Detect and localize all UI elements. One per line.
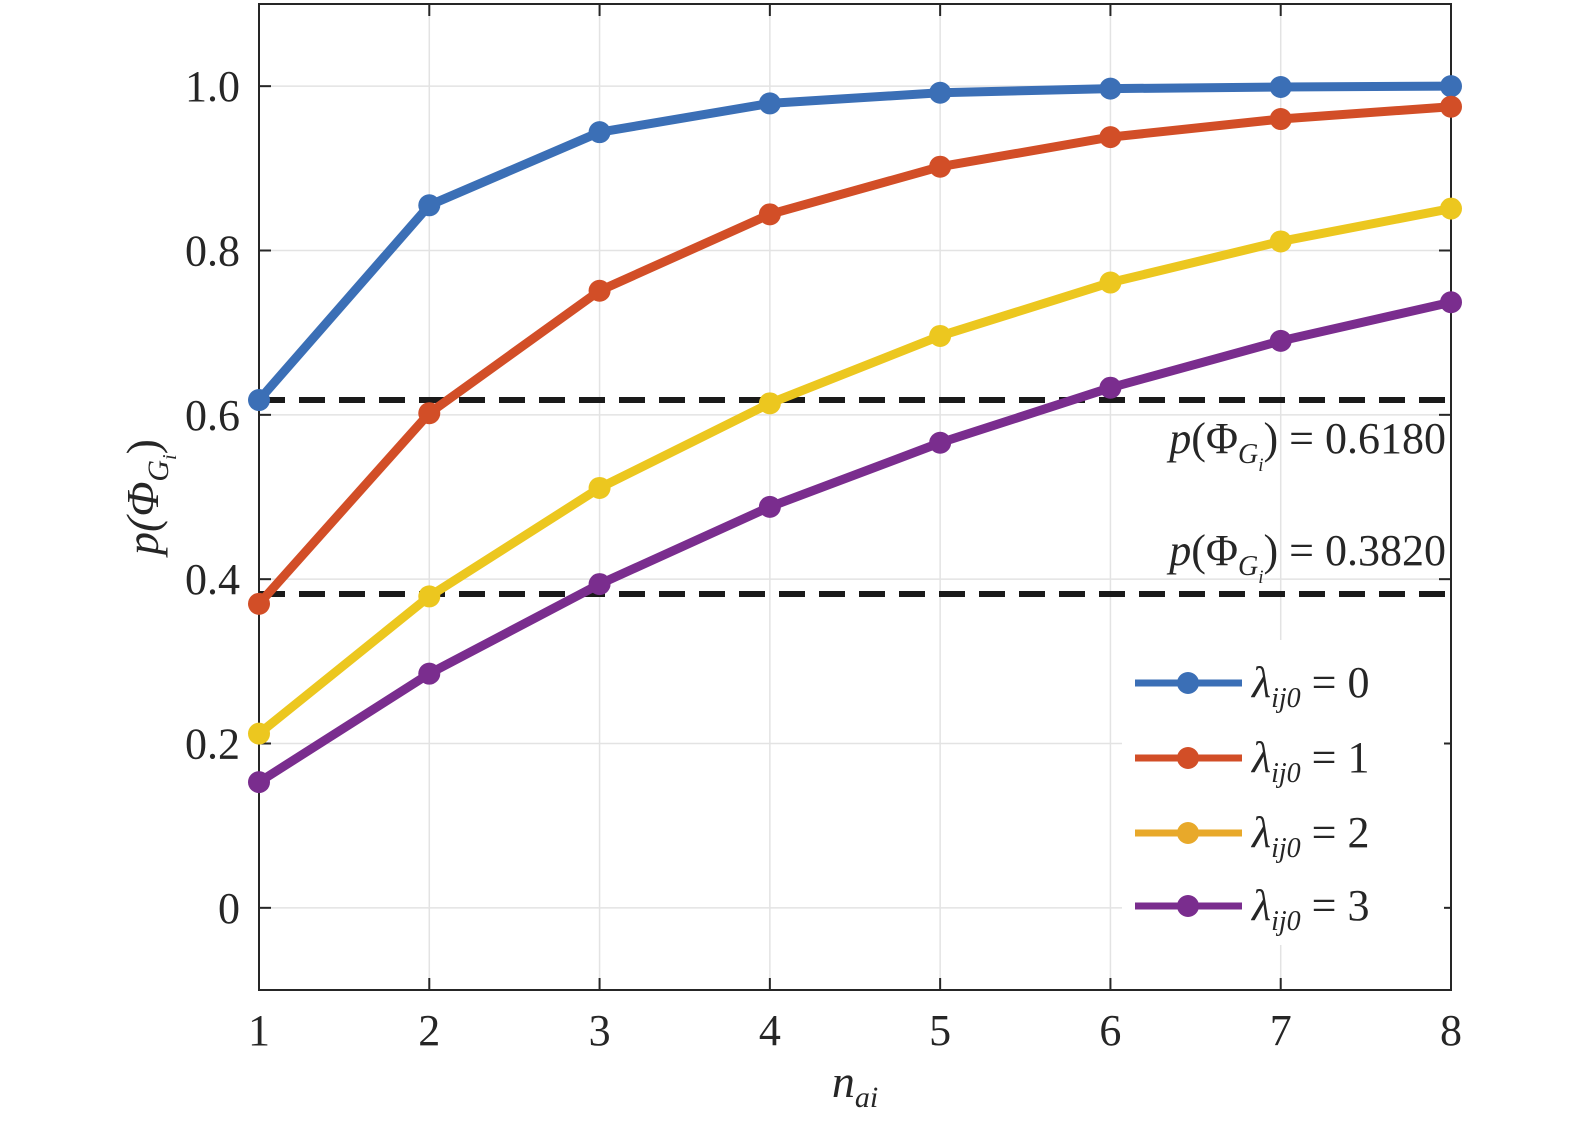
legend-swatch-marker bbox=[1177, 895, 1199, 917]
reference-line-label: p(ΦGi) = 0.3820 bbox=[1166, 526, 1446, 588]
data-point bbox=[418, 662, 441, 685]
data-point bbox=[1099, 126, 1122, 149]
series-line bbox=[254, 81, 1456, 405]
legend-swatch-marker bbox=[1177, 747, 1199, 769]
x-tick-label: 7 bbox=[1270, 1006, 1292, 1055]
series-line bbox=[254, 297, 1456, 787]
legend-label: λij0 = 0 bbox=[1250, 658, 1369, 714]
y-tick-label: 0.2 bbox=[185, 720, 240, 769]
data-series bbox=[248, 75, 1462, 794]
x-tick-label: 4 bbox=[759, 1006, 781, 1055]
legend-label: λij0 = 3 bbox=[1250, 881, 1369, 937]
data-point bbox=[1269, 75, 1292, 98]
x-tick-label: 8 bbox=[1440, 1006, 1462, 1055]
y-axis-label: p(ΦGi) bbox=[117, 439, 181, 558]
data-point bbox=[418, 402, 441, 425]
series-group bbox=[248, 291, 1462, 794]
data-point bbox=[758, 392, 781, 415]
data-point bbox=[418, 585, 441, 608]
legend-swatch-marker bbox=[1177, 822, 1199, 844]
legend-swatch-marker bbox=[1177, 672, 1199, 694]
data-point bbox=[588, 476, 611, 499]
data-point bbox=[1269, 329, 1292, 352]
legend-box bbox=[1122, 640, 1444, 945]
legend-label: λij0 = 1 bbox=[1250, 733, 1369, 789]
series-line bbox=[254, 204, 1456, 739]
x-axis-label: nai bbox=[832, 1056, 878, 1114]
x-tick-label: 6 bbox=[1099, 1006, 1121, 1055]
data-point bbox=[588, 121, 611, 144]
data-point bbox=[1440, 291, 1462, 314]
x-tick-label: 3 bbox=[589, 1006, 611, 1055]
data-point bbox=[758, 203, 781, 226]
data-point bbox=[248, 389, 270, 412]
x-tick-label: 2 bbox=[418, 1006, 440, 1055]
data-point bbox=[1099, 77, 1122, 100]
y-tick-label: 0.4 bbox=[185, 555, 240, 604]
data-point bbox=[248, 592, 270, 615]
data-point bbox=[758, 92, 781, 115]
legend: λij0 = 0 λij0 = 1 λij0 = 2 λij0 = 3 bbox=[1122, 640, 1444, 945]
data-point bbox=[929, 81, 952, 104]
reference-line-label: p(ΦGi) = 0.6180 bbox=[1166, 414, 1446, 476]
data-point bbox=[1440, 95, 1462, 118]
data-point bbox=[418, 194, 441, 217]
x-tick-label: 1 bbox=[248, 1006, 270, 1055]
data-point bbox=[929, 324, 952, 347]
data-point bbox=[1099, 271, 1122, 294]
y-tick-label: 0 bbox=[218, 884, 240, 933]
series-line bbox=[254, 102, 1456, 609]
data-point bbox=[1269, 230, 1292, 253]
y-tick-label: 1.0 bbox=[185, 62, 240, 111]
data-point bbox=[248, 771, 270, 794]
data-point bbox=[929, 155, 952, 178]
axis-ticks: 1 2 3 4 5 6 7 8 0 0.2 0.4 0.6 0.8 1.0 bbox=[185, 4, 1462, 1055]
y-tick-label: 0.8 bbox=[185, 227, 240, 276]
series-group bbox=[248, 95, 1462, 615]
plot-frame bbox=[258, 3, 1452, 991]
series-group bbox=[248, 75, 1462, 412]
data-point bbox=[588, 279, 611, 302]
data-point bbox=[929, 431, 952, 454]
data-point bbox=[1099, 376, 1122, 399]
data-point bbox=[588, 573, 611, 596]
x-tick-label: 5 bbox=[929, 1006, 951, 1055]
data-point bbox=[1440, 75, 1462, 98]
data-point bbox=[1269, 108, 1292, 131]
data-point bbox=[758, 495, 781, 518]
data-point bbox=[1440, 197, 1462, 220]
annotations: p(ΦGi) = 0.6180 p(ΦGi) = 0.3820 bbox=[1166, 414, 1446, 588]
legend-label: λij0 = 2 bbox=[1250, 808, 1369, 864]
data-point bbox=[248, 722, 270, 745]
series-group bbox=[248, 197, 1462, 745]
y-tick-label: 0.6 bbox=[185, 391, 240, 440]
